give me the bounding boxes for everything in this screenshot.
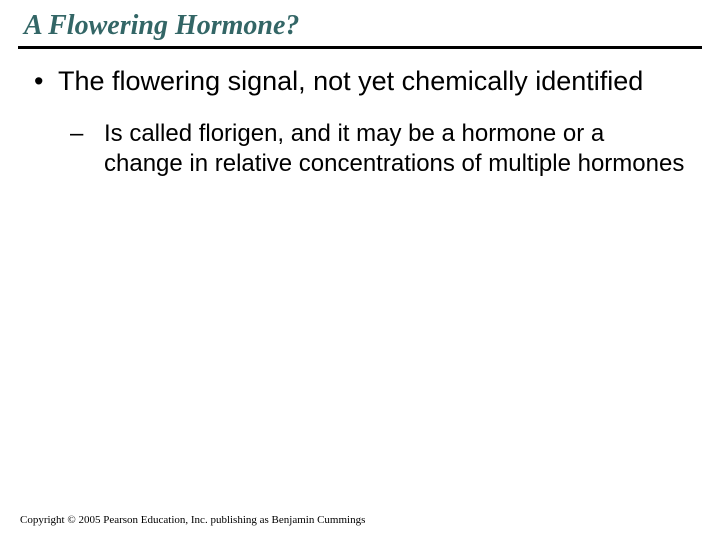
bullet-level-2: – Is called florigen, and it may be a ho… — [70, 119, 690, 178]
bullet-dot-icon: • — [30, 65, 58, 97]
bullet-level-1: • The flowering signal, not yet chemical… — [30, 65, 690, 97]
slide: A Flowering Hormone? • The flowering sig… — [0, 0, 720, 540]
bullet-dash-icon: – — [70, 119, 104, 148]
body-area: • The flowering signal, not yet chemical… — [0, 49, 720, 178]
slide-title: A Flowering Hormone? — [0, 0, 720, 46]
bullet-level-2-text: Is called florigen, and it may be a horm… — [104, 119, 690, 178]
bullet-level-1-text: The flowering signal, not yet chemically… — [58, 65, 690, 97]
copyright-footer: Copyright © 2005 Pearson Education, Inc.… — [20, 514, 365, 526]
